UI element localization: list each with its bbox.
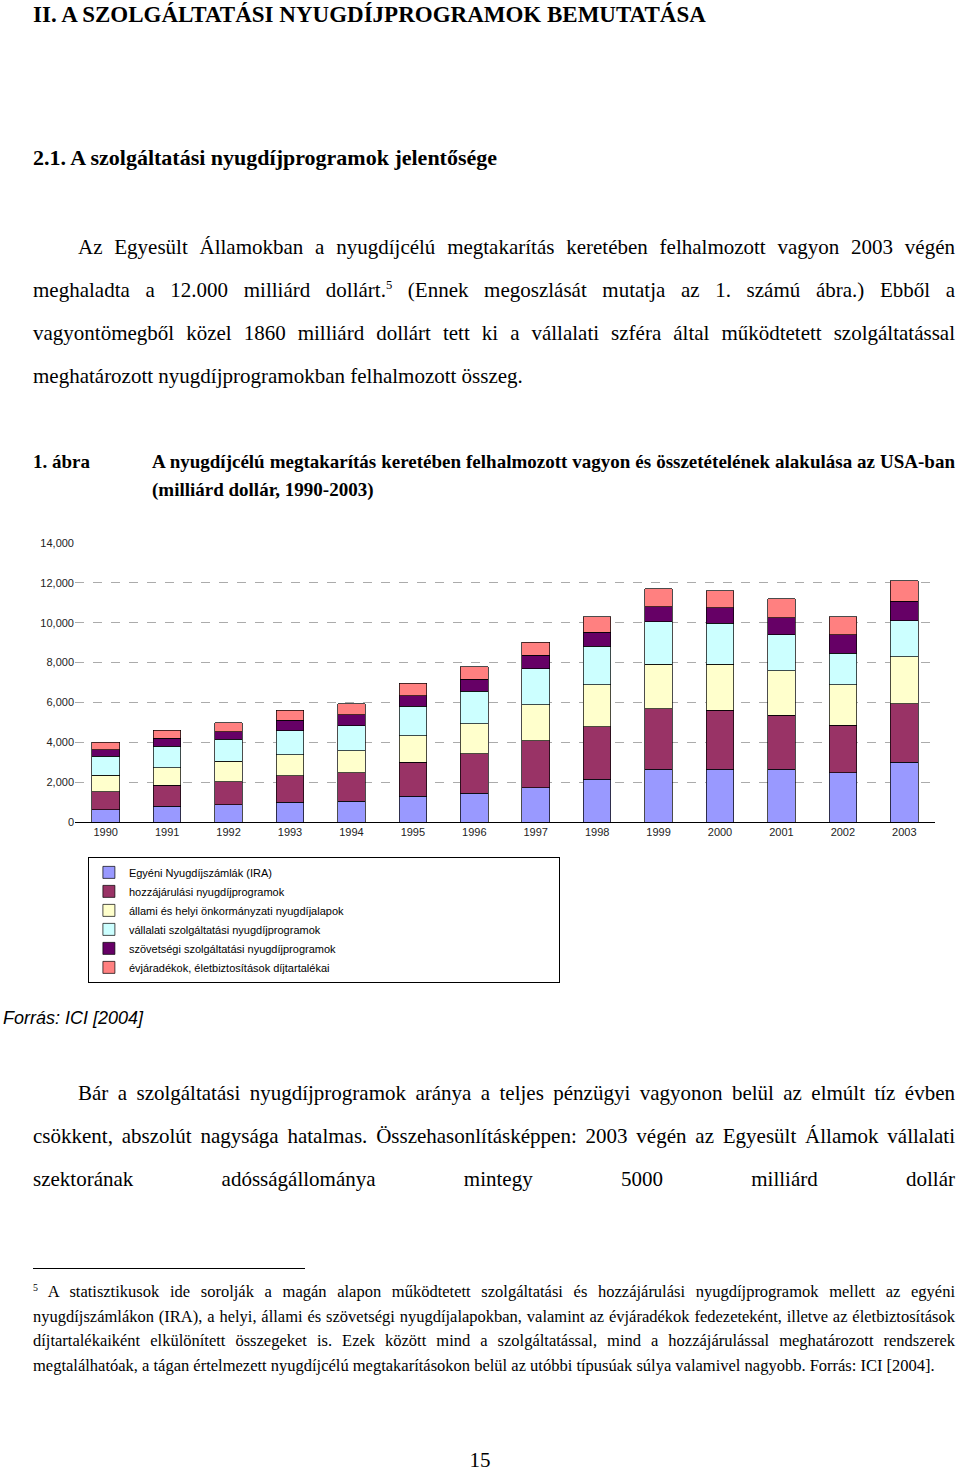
svg-text:Egyéni Nyugdíjszámlák (IRA): Egyéni Nyugdíjszámlák (IRA) (129, 867, 272, 879)
svg-text:2,000: 2,000 (46, 776, 74, 788)
svg-text:12,000: 12,000 (40, 577, 74, 589)
svg-text:szövetségi szolgáltatási nyugd: szövetségi szolgáltatási nyugdíjprogramo… (129, 943, 336, 955)
html-text:1. ábra: 1. ábra (33, 451, 90, 472)
html-text:2.1. A szolgáltatási nyugdíjpr: 2.1. A szolgáltatási nyugdíjprogramok je… (33, 145, 497, 170)
svg-text:hozzájárulási nyugdíjprogramok: hozzájárulási nyugdíjprogramok (129, 886, 285, 898)
svg-text:1991: 1991 (155, 826, 179, 838)
svg-text:1990: 1990 (93, 826, 117, 838)
svg-text:2003: 2003 (892, 826, 916, 838)
svg-text:8,000: 8,000 (46, 656, 74, 668)
svg-text:14,000: 14,000 (40, 537, 74, 549)
html-text:Forrás: ICI [2004]: Forrás: ICI [2004] (3, 1008, 144, 1028)
svg-text:2000: 2000 (708, 826, 732, 838)
html-text:II. A SZOLGÁLTATÁSI NYUGDÍJPRO: II. A SZOLGÁLTATÁSI NYUGDÍJPROGRAMOK BEM… (33, 2, 706, 27)
html-text:A nyugdíjcélú megtakarítás ker: A nyugdíjcélú megtakarítás keretében fel… (152, 451, 955, 500)
svg-text:1997: 1997 (523, 826, 547, 838)
svg-text:állami és helyi önkormányzati: állami és helyi önkormányzati nyugdíjala… (129, 905, 344, 917)
svg-text:évjáradékok, életbiztosítások: évjáradékok, életbiztosítások díjtartalé… (129, 962, 330, 974)
svg-text:1996: 1996 (462, 826, 486, 838)
svg-text:vállalati szolgáltatási nyugdí: vállalati szolgáltatási nyugdíjprogramok (129, 924, 321, 936)
svg-text:2002: 2002 (831, 826, 855, 838)
svg-text:1993: 1993 (278, 826, 302, 838)
svg-text:10,000: 10,000 (40, 617, 74, 629)
svg-text:4,000: 4,000 (46, 736, 74, 748)
html-text:Az Egyesült Államokban a nyugd: Az Egyesült Államokban a nyugdíjcélú meg… (33, 235, 955, 388)
html-text:15: 15 (469, 1448, 491, 1472)
svg-text:1999: 1999 (646, 826, 670, 838)
svg-text:1998: 1998 (585, 826, 609, 838)
svg-text:1995: 1995 (401, 826, 425, 838)
html-text:Bár a szolgáltatási nyugdíjpro: Bár a szolgáltatási nyugdíjprogramok ará… (33, 1081, 955, 1191)
svg-text:1992: 1992 (216, 826, 240, 838)
svg-text:0: 0 (68, 816, 74, 828)
svg-text:2001: 2001 (769, 826, 793, 838)
svg-text:1994: 1994 (339, 826, 363, 838)
html-text:5A statisztikusok ide sorolják: 5A statisztikusok ide sorolják a magán a… (33, 1281, 955, 1375)
svg-text:6,000: 6,000 (46, 696, 74, 708)
